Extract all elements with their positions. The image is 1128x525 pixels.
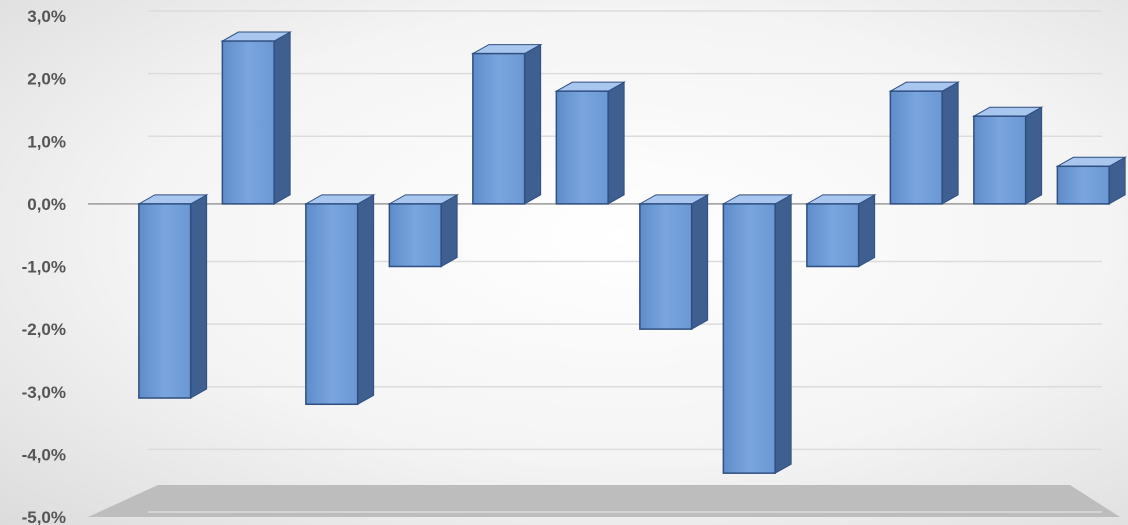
bar-front-face [555,90,609,205]
bar [1055,156,1128,205]
bar-front-face [806,203,860,268]
bar [888,81,961,205]
y-axis-ticks: 3,0% 2,0% 1,0% 0,0% -1,0% -2,0% -3,0% -4,0% -5,0… [22,7,66,525]
bar-front-face [1056,165,1110,205]
bar [637,194,710,330]
chart-floor [88,485,1120,517]
bar-side-face [440,194,458,268]
bar-front-face [388,203,442,268]
bar-front-face [305,203,359,406]
y-tick-label: -1,0% [22,258,66,277]
bar-side-face [1025,106,1043,205]
bar-side-face [357,194,375,406]
bar [721,194,794,475]
y-tick-label: 0,0% [27,195,66,214]
bar-front-face [472,52,526,205]
bar [470,43,543,205]
bar-front-face [973,115,1027,205]
y-tick-label: -3,0% [22,383,66,402]
y-tick-label: 1,0% [27,132,66,151]
bar-side-face [190,194,208,399]
y-tick-label: -5,0% [22,508,66,525]
bar [387,194,460,268]
y-tick-label: 2,0% [27,70,66,89]
gridlines [148,10,1102,513]
bar-side-face [691,194,709,330]
bar-front-face [639,203,693,330]
bar-side-face [941,81,959,205]
bar [971,106,1044,205]
y-tick-label: 3,0% [27,7,66,26]
bar-side-face [858,194,876,268]
bar-side-face [524,43,542,205]
bar-front-face [722,203,776,474]
bar-side-face [273,31,291,205]
bar [804,194,877,268]
bar-front-face [221,40,275,205]
bars [136,31,1128,475]
bar [136,194,209,399]
bar [303,194,376,406]
y-tick-label: -4,0% [22,445,66,464]
bar [220,31,293,205]
bar [554,81,627,205]
y-tick-label: -2,0% [22,320,66,339]
bar-side-face [774,194,792,475]
bar-front-face [138,203,192,399]
bar-front-face [889,90,943,205]
bar-side-face [607,81,625,205]
